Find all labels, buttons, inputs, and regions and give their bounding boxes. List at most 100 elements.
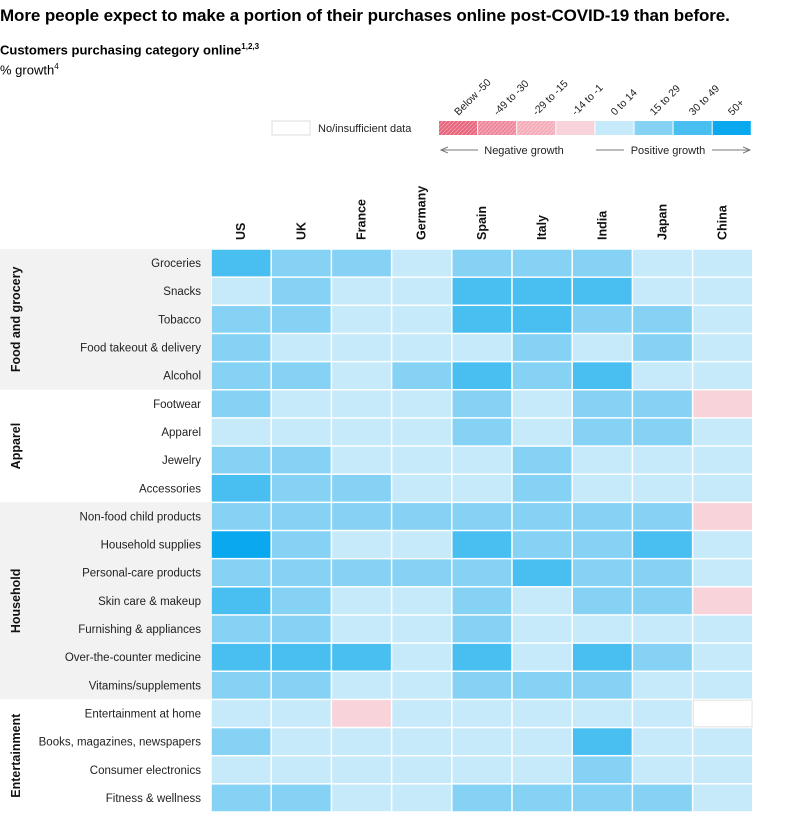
heatmap-cell-consumer-electronics-india xyxy=(572,756,632,784)
row-label-books-magazines-newspapers: Books, magazines, newspapers xyxy=(39,737,202,749)
heatmap-cell-consumer-electronics-france xyxy=(332,756,391,784)
heatmap-cell-tobacco-us xyxy=(211,306,271,333)
heatmap-cell-alcohol-italy xyxy=(512,362,572,389)
heatmap-cell-food-takeout-delivery-us xyxy=(211,334,271,361)
heatmap-cell-footwear-us xyxy=(211,390,271,418)
heatmap-cell-apparel-china xyxy=(693,418,753,446)
row-label-fitness-wellness: Fitness & wellness xyxy=(106,793,201,805)
heatmap-cell-vitamins-supplements-china xyxy=(693,672,753,699)
heatmap-cell-fitness-wellness-india xyxy=(572,784,632,812)
heatmap-cell-food-takeout-delivery-italy xyxy=(512,334,572,361)
heatmap-cell-personal-care-products-uk xyxy=(271,559,331,587)
heatmap-cell-books-magazines-newspapers-us xyxy=(211,728,271,755)
heatmap-cell-snacks-india xyxy=(572,277,632,305)
heatmap-cell-apparel-spain xyxy=(452,418,512,446)
heatmap-cell-over-the-counter-medicine-india xyxy=(572,643,632,671)
heatmap-cell-skin-care-makeup-japan xyxy=(633,587,692,615)
heatmap-cell-accessories-italy xyxy=(512,474,572,502)
heatmap-cell-food-takeout-delivery-china xyxy=(693,334,753,361)
heatmap-cell-groceries-india xyxy=(572,249,632,277)
heatmap-cell-consumer-electronics-japan xyxy=(633,756,692,784)
heatmap-cell-accessories-france xyxy=(332,474,391,502)
heatmap-cell-footwear-india xyxy=(572,390,632,418)
heatmap-cell-snacks-france xyxy=(332,277,391,305)
heatmap-cell-apparel-india xyxy=(572,418,632,446)
heatmap-cell-jewelry-spain xyxy=(452,446,512,474)
row-label-footwear: Footwear xyxy=(153,399,201,411)
heatmap-cell-tobacco-germany xyxy=(392,306,452,333)
heatmap-cell-non-food-child-products-uk xyxy=(271,503,331,530)
heatmap-cell-vitamins-supplements-italy xyxy=(512,672,572,699)
heatmap-cell-fitness-wellness-japan xyxy=(633,784,692,812)
negative-growth-label: Negative growth xyxy=(484,145,564,157)
legend-swatch-hatch-below-50 xyxy=(439,121,478,135)
heatmap-cell-non-food-child-products-italy xyxy=(512,503,572,530)
row-label-over-the-counter-medicine: Over-the-counter medicine xyxy=(65,652,201,664)
row-label-vitamins-supplements: Vitamins/supplements xyxy=(89,680,202,692)
column-header-france: France xyxy=(355,199,369,240)
column-header-spain: Spain xyxy=(475,206,489,240)
heatmap-cell-vitamins-supplements-spain xyxy=(452,672,512,699)
row-label-groceries: Groceries xyxy=(151,258,201,270)
heatmap-cell-alcohol-uk xyxy=(271,362,331,389)
heatmap-cell-snacks-japan xyxy=(633,277,692,305)
heatmap-cell-over-the-counter-medicine-france xyxy=(332,643,391,671)
heatmap-cell-household-supplies-japan xyxy=(633,531,692,558)
heatmap-cell-footwear-france xyxy=(332,390,391,418)
heatmap-cell-accessories-uk xyxy=(271,474,331,502)
heatmap-cell-vitamins-supplements-japan xyxy=(633,672,692,699)
heatmap-cell-tobacco-japan xyxy=(633,306,692,333)
heatmap-cell-groceries-spain xyxy=(452,249,512,277)
heatmap-cell-tobacco-spain xyxy=(452,306,512,333)
group-label-entertainment: Entertainment xyxy=(9,713,23,798)
positive-growth-label-bg xyxy=(624,142,712,158)
legend-swatch-30-to-49 xyxy=(673,121,712,135)
heatmap-cell-personal-care-products-spain xyxy=(452,559,512,587)
heatmap-cell-accessories-japan xyxy=(633,474,692,502)
heatmap-cell-jewelry-china xyxy=(693,446,753,474)
heatmap-cell-consumer-electronics-spain xyxy=(452,756,512,784)
heatmap-cell-groceries-japan xyxy=(633,249,692,277)
row-label-skin-care-makeup: Skin care & makeup xyxy=(98,596,201,608)
group-band-household xyxy=(0,502,211,700)
heatmap-cell-skin-care-makeup-spain xyxy=(452,587,512,615)
heatmap-cell-fitness-wellness-spain xyxy=(452,784,512,812)
row-label-furnishing-appliances: Furnishing & appliances xyxy=(78,624,201,636)
heatmap-cell-groceries-us xyxy=(211,249,271,277)
heatmap-cell-fitness-wellness-italy xyxy=(512,784,572,812)
heatmap-cell-entertainment-at-home-italy xyxy=(512,700,572,727)
heatmap-cell-jewelry-india xyxy=(572,446,632,474)
heatmap-cell-vitamins-supplements-us xyxy=(211,672,271,699)
chart-subtitle: Customers purchasing category online1,2,… xyxy=(0,42,259,57)
heatmap-cell-non-food-child-products-japan xyxy=(633,503,692,530)
heatmap-cell-over-the-counter-medicine-us xyxy=(211,643,271,671)
heatmap-cell-household-supplies-uk xyxy=(271,531,331,558)
heatmap-cell-food-takeout-delivery-spain xyxy=(452,334,512,361)
heatmap-cell-books-magazines-newspapers-spain xyxy=(452,728,512,755)
heatmap-cell-fitness-wellness-china xyxy=(693,784,753,812)
heatmap-cell-food-takeout-delivery-uk xyxy=(271,334,331,361)
heatmap-cell-consumer-electronics-us xyxy=(211,756,271,784)
heatmap-cell-snacks-spain xyxy=(452,277,512,305)
heatmap-cell-skin-care-makeup-germany xyxy=(392,587,452,615)
heatmap-cell-personal-care-products-japan xyxy=(633,559,692,587)
heatmap-cell-skin-care-makeup-china xyxy=(693,587,753,615)
heatmap-cell-footwear-italy xyxy=(512,390,572,418)
heatmap-cell-fitness-wellness-france xyxy=(332,784,391,812)
heatmap-cell-non-food-child-products-china xyxy=(693,503,753,530)
unit-label: % growth4 xyxy=(0,62,59,77)
legend-swatch-14-to-1 xyxy=(556,121,595,135)
heatmap-cell-vitamins-supplements-india xyxy=(572,672,632,699)
heatmap-cell-accessories-germany xyxy=(392,474,452,502)
heatmap-cell-furnishing-appliances-india xyxy=(572,615,632,643)
row-label-accessories: Accessories xyxy=(139,483,201,495)
heatmap-cell-over-the-counter-medicine-japan xyxy=(633,643,692,671)
legend-bin-label: -14 to -1 xyxy=(569,82,605,118)
heatmap-cell-books-magazines-newspapers-uk xyxy=(271,728,331,755)
heatmap-cell-apparel-germany xyxy=(392,418,452,446)
heatmap-cell-non-food-child-products-us xyxy=(211,503,271,530)
heatmap-cell-jewelry-us xyxy=(211,446,271,474)
heatmap-cell-snacks-china xyxy=(693,277,753,305)
heatmap-cell-apparel-italy xyxy=(512,418,572,446)
group-label-apparel: Apparel xyxy=(9,423,23,470)
